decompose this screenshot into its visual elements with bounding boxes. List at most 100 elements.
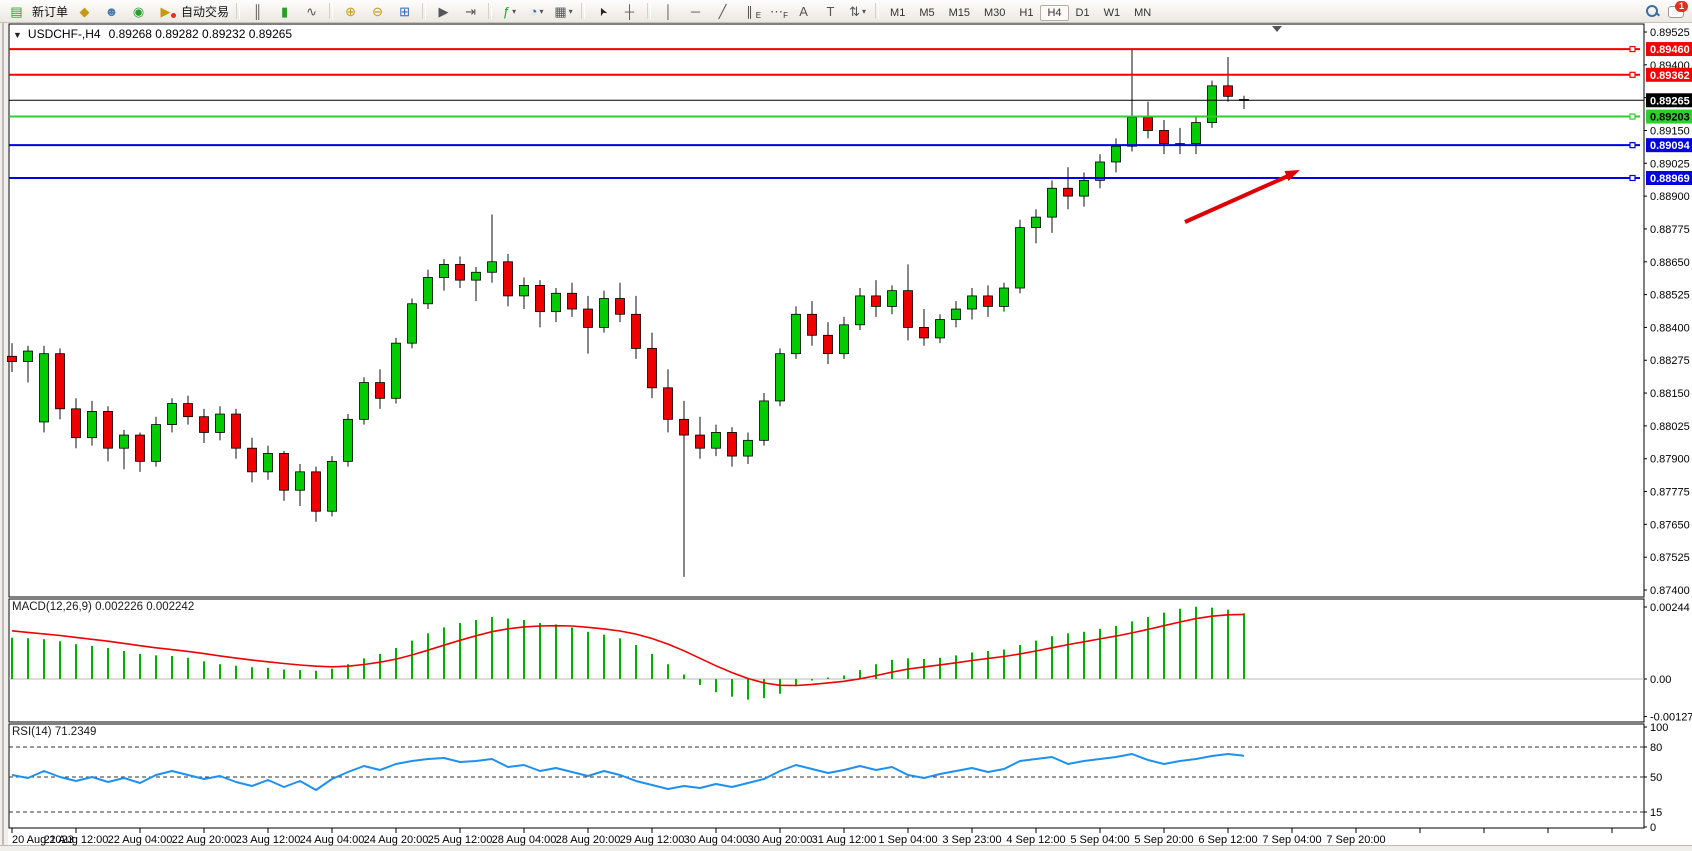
signals-button[interactable]: ◉ [126,1,151,21]
svg-text:7 Sep 04:00: 7 Sep 04:00 [1262,834,1321,846]
crosshair-tool-button[interactable]: ┼ [617,1,642,21]
chart-shift-button[interactable]: ⇥ [458,1,483,21]
vertical-line-tool-button[interactable]: │ [656,1,681,21]
fibonacci-tool-button[interactable]: ⋯ F [764,1,789,21]
fibo-sub-label: F [783,11,789,20]
svg-text:0.88150: 0.88150 [1650,388,1690,400]
horizontal-line-icon: ─ [690,3,701,19]
rsi-indicator-label: RSI(14) 71.2349 [12,726,97,738]
svg-text:25 Aug 12:00: 25 Aug 12:00 [428,834,493,846]
svg-text:0.88400: 0.88400 [1650,322,1690,334]
svg-text:0.88969: 0.88969 [1650,173,1690,185]
search-icon[interactable] [1645,4,1660,19]
zoom-in-button[interactable]: ⊕ [338,1,363,21]
notifications-button[interactable]: 1 [1668,0,1688,19]
svg-text:31 Aug 12:00: 31 Aug 12:00 [812,834,877,846]
svg-text:0.87775: 0.87775 [1650,487,1690,499]
bar-chart-button[interactable]: ║ [245,1,270,21]
horizontal-line-tool-button[interactable]: ─ [683,1,708,21]
svg-text:22 Aug 04:00: 22 Aug 04:00 [108,834,173,846]
svg-text:0.89362: 0.89362 [1650,70,1690,82]
text-tool-button[interactable]: A [791,1,816,21]
chevron-down-icon: ▾ [568,6,573,16]
svg-text:28 Aug 04:00: 28 Aug 04:00 [492,834,557,846]
period-h1-button[interactable]: H1 [1019,6,1034,19]
autotrading-button[interactable]: ▶ [153,1,178,21]
community-button[interactable]: ☻ [99,1,124,21]
toolbar-separator [329,3,334,19]
crosshair-icon: ┼ [624,3,635,19]
period-d1-button[interactable]: D1 [1075,6,1090,19]
period-h4-button[interactable]: H4 [1040,4,1069,21]
auto-scroll-button[interactable]: ▶ [431,1,456,21]
market-icon: ◆ [79,3,90,19]
timeframe-bar: M1 M5 M15 M30 H1 H4 D1 W1 MN [883,4,1158,21]
text-label-icon: T [826,3,835,19]
new-order-icon: ▤ [10,3,23,19]
svg-text:30 Aug 20:00: 30 Aug 20:00 [748,834,813,846]
new-order-button[interactable]: ▤ [4,1,29,21]
toolbar-separator [647,3,652,19]
svg-text:22 Aug 20:00: 22 Aug 20:00 [172,834,237,846]
channel-tool-button[interactable]: ∥ E [737,1,762,21]
zoom-out-button[interactable]: ⊖ [365,1,390,21]
svg-text:23 Aug 12:00: 23 Aug 12:00 [236,834,301,846]
svg-text:0.89203: 0.89203 [1650,112,1690,124]
svg-text:24 Aug 20:00: 24 Aug 20:00 [364,834,429,846]
period-mn-button[interactable]: MN [1134,6,1152,19]
text-label-tool-button[interactable]: T [818,1,843,21]
chart-shift-marker[interactable] [1272,26,1282,32]
svg-text:0.89094: 0.89094 [1650,140,1691,152]
toolbar-separator [875,3,880,19]
autotrading-label[interactable]: 自动交易 [181,4,230,19]
rsi-axis: 100 80 50 15 0 [9,722,1668,834]
trendline-tool-button[interactable]: ╱ [710,1,735,21]
svg-text:0.89525: 0.89525 [1650,27,1690,39]
rsi-line [11,753,1245,791]
svg-text:0.87525: 0.87525 [1650,552,1690,564]
zoom-in-icon: ⊕ [345,3,356,19]
period-w1-button[interactable]: W1 [1103,6,1121,19]
cursor-icon: ➤ [595,4,611,18]
arrows-tool-button[interactable]: ⇅ ▾ [845,1,870,21]
text-icon: A [799,3,808,19]
indicators-button[interactable]: ƒ ▾ [497,1,522,21]
svg-text:0.88025: 0.88025 [1650,421,1690,433]
channel-sub-label: E [755,11,762,20]
svg-text:100: 100 [1650,722,1668,734]
chart-shift-icon: ⇥ [465,3,476,19]
templates-button[interactable]: ▦ ▾ [551,1,576,21]
period-m15-button[interactable]: M15 [948,6,970,19]
chevron-down-icon: ▾ [539,6,544,16]
svg-text:24 Aug 04:00: 24 Aug 04:00 [300,834,365,846]
period-m1-button[interactable]: M1 [890,6,906,19]
toolbar-separator [236,3,241,19]
autotrading-off-dot [171,13,177,18]
timeframes-button[interactable]: ◔ ▾ [524,1,549,21]
toolbar-separator [488,3,493,19]
one-click-trading-toggle[interactable]: ▼ [13,30,22,40]
svg-text:4 Sep 12:00: 4 Sep 12:00 [1006,834,1065,846]
auto-scroll-icon: ▶ [438,3,449,19]
line-chart-button[interactable]: ∿ [299,1,324,21]
cursor-tool-button[interactable]: ➤ [590,1,615,21]
new-order-label[interactable]: 新订单 [32,4,69,19]
symbol-title: USDCHF-,H4 [27,27,101,41]
period-m30-button[interactable]: M30 [984,6,1006,19]
line-chart-icon: ∿ [306,3,317,19]
market-button[interactable]: ◆ [72,1,97,21]
trendline-icon: ╱ [718,3,727,19]
toolbar-separator [422,3,427,19]
svg-text:1 Sep 04:00: 1 Sep 04:00 [878,834,937,846]
period-m5-button[interactable]: M5 [919,6,935,19]
chevron-down-icon: ▾ [861,6,866,16]
tile-windows-button[interactable]: ⊞ [392,1,417,21]
ohlc-values: 0.89268 0.89282 0.89232 0.89265 [108,27,293,41]
candlestick-chart-button[interactable]: ▮ [272,1,297,21]
arrow-annotation[interactable] [1184,170,1300,224]
indicators-icon: ƒ [502,3,511,19]
svg-text:0.87650: 0.87650 [1650,519,1690,531]
